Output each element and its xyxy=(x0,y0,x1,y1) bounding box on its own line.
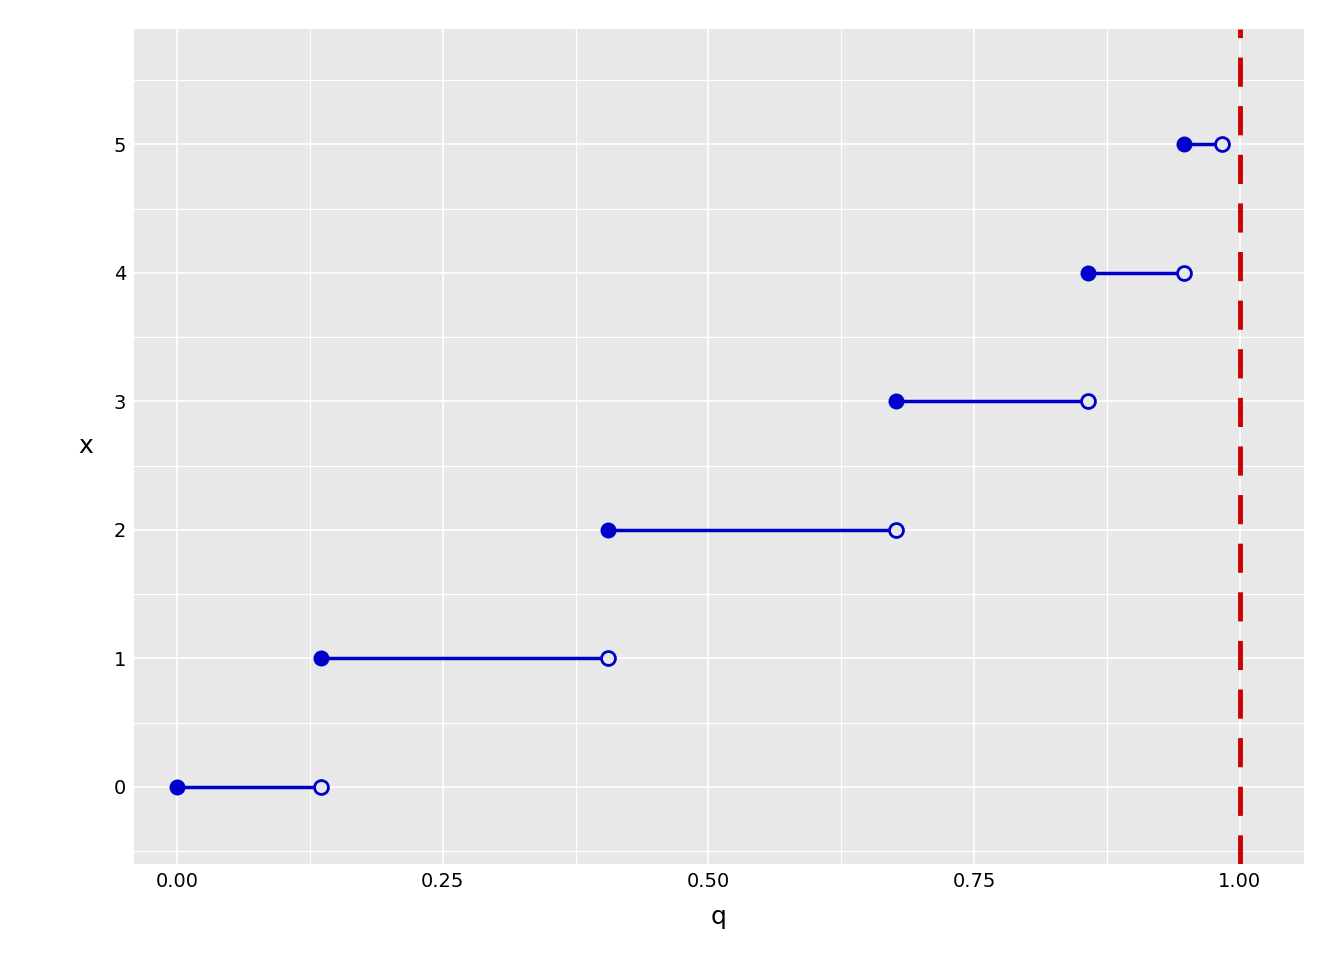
Y-axis label: x: x xyxy=(78,435,93,459)
X-axis label: q: q xyxy=(711,905,727,929)
